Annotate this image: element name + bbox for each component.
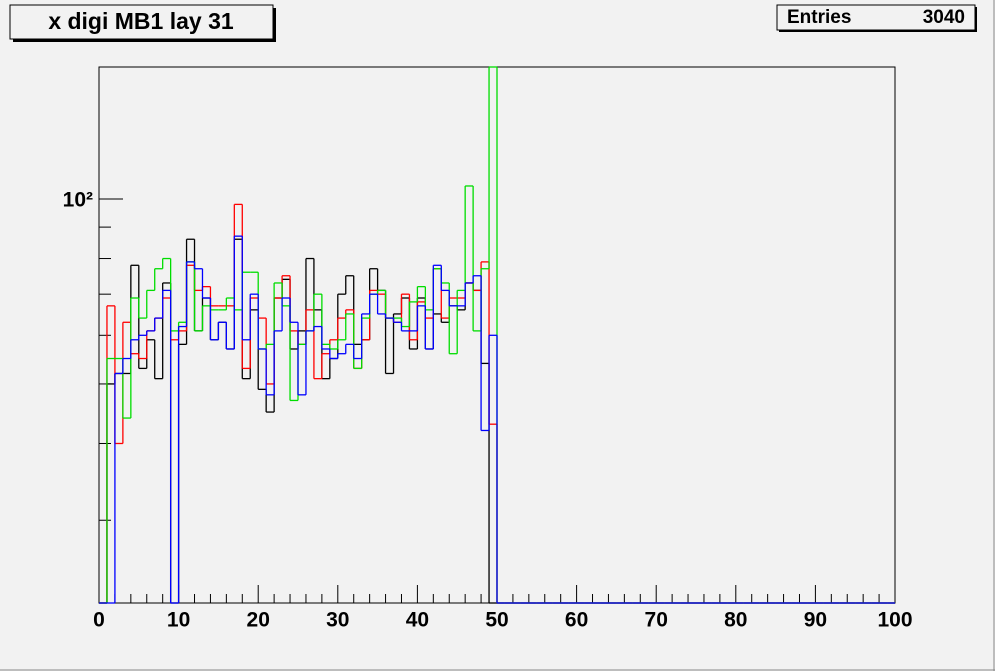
x-tick-label: 0: [93, 609, 105, 632]
x-tick-label: 10: [167, 609, 190, 632]
x-tick-label: 20: [247, 609, 270, 632]
x-tick-label: 30: [326, 609, 349, 632]
x-tick-label: 60: [565, 609, 588, 632]
x-tick-label: 70: [645, 609, 668, 632]
stats-box: [776, 4, 976, 31]
x-tick-label: 100: [877, 609, 912, 632]
stats-label: Entries: [787, 7, 851, 28]
y-tick-label: 10²: [63, 189, 93, 212]
x-tick-label: 80: [724, 609, 747, 632]
x-tick-label: 90: [804, 609, 827, 632]
title-box: [9, 4, 274, 40]
x-tick-label: 40: [406, 609, 429, 632]
stats-value: 3040: [923, 7, 965, 28]
x-tick-label: 50: [485, 609, 508, 632]
chart-title: x digi MB1 lay 31: [48, 8, 234, 34]
